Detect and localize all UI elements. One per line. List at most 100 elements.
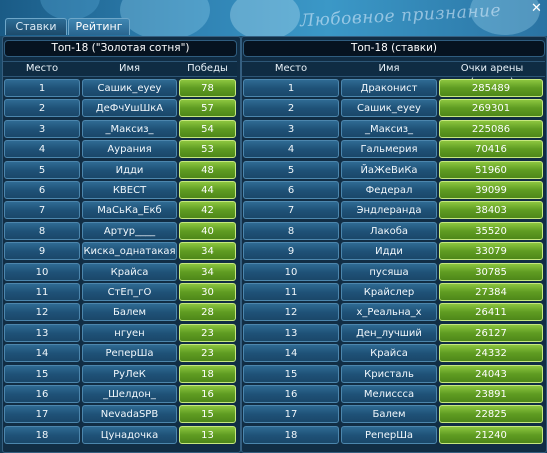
left-row-17-place: 17 (4, 405, 80, 423)
left-row-13-score: 23 (179, 324, 236, 342)
left-row-8-score: 40 (179, 222, 236, 240)
right-row-16-name[interactable]: Мелиссса (341, 385, 437, 403)
left-row-9-score: 34 (179, 242, 236, 260)
right-row-4-place: 4 (243, 140, 339, 158)
right-row-15-score: 24043 (439, 365, 543, 383)
left-row-4-place: 4 (4, 140, 80, 158)
right-row-7-score: 38403 (439, 201, 543, 219)
left-row-11-place: 11 (4, 283, 80, 301)
right-row-17-name[interactable]: Балем (341, 405, 437, 423)
left-row-18-name[interactable]: Цунадочка (82, 426, 177, 444)
left-col-name: Имя (118, 63, 141, 74)
right-row-10-score: 30785 (439, 263, 543, 281)
right-row-18-place: 18 (243, 426, 339, 444)
left-row-18-score: 13 (179, 426, 236, 444)
right-row-10-place: 10 (243, 263, 339, 281)
right-col-arena-points: Очки арены (ставки) (460, 63, 524, 88)
close-icon[interactable]: ✕ (531, 1, 542, 16)
right-row-12-score: 26411 (439, 303, 543, 321)
right-row-11-name[interactable]: Крайслер (341, 283, 437, 301)
left-row-6-name[interactable]: КВЕСТ (82, 181, 177, 199)
right-row-4-score: 70416 (439, 140, 543, 158)
left-row-7-place: 7 (4, 201, 80, 219)
left-row-5-score: 48 (179, 161, 236, 179)
left-row-8-place: 8 (4, 222, 80, 240)
left-row-16-name[interactable]: _Шелдон_ (82, 385, 177, 403)
right-row-1-score: 285489 (439, 79, 543, 97)
right-row-9-place: 9 (243, 242, 339, 260)
left-table-title: Топ-18 ("Золотая сотня") (4, 40, 237, 57)
right-row-3-score: 225086 (439, 120, 543, 138)
right-row-11-score: 27384 (439, 283, 543, 301)
left-row-5-name[interactable]: Идди (82, 161, 177, 179)
right-row-9-name[interactable]: Идди (341, 242, 437, 260)
right-row-5-name[interactable]: ЙаЖеВиКа (341, 161, 437, 179)
left-row-11-name[interactable]: СтЕп_гО (82, 283, 177, 301)
right-row-13-name[interactable]: Ден_лучший (341, 324, 437, 342)
left-row-14-name[interactable]: РеперШа (82, 344, 177, 362)
left-row-14-place: 14 (4, 344, 80, 362)
right-row-7-name[interactable]: Эндлеранда (341, 201, 437, 219)
left-row-7-name[interactable]: МаСьКа_Екб (82, 201, 177, 219)
left-row-4-name[interactable]: Аурания (82, 140, 177, 158)
left-row-3-place: 3 (4, 120, 80, 138)
right-row-8-place: 8 (243, 222, 339, 240)
left-row-1-score: 78 (179, 79, 236, 97)
right-row-18-name[interactable]: РеперШа (341, 426, 437, 444)
left-row-12-name[interactable]: Балем (82, 303, 177, 321)
right-row-8-name[interactable]: Лакоба (341, 222, 437, 240)
left-row-12-place: 12 (4, 303, 80, 321)
right-row-2-name[interactable]: Сашик_eyey (341, 99, 437, 117)
right-table-title: Топ-18 (ставки) (243, 40, 545, 57)
right-row-14-place: 14 (243, 344, 339, 362)
right-row-14-score: 24332 (439, 344, 543, 362)
left-row-10-place: 10 (4, 263, 80, 281)
right-row-10-name[interactable]: пусяша (341, 263, 437, 281)
left-column-header-bar (3, 61, 237, 77)
right-row-17-score: 22825 (439, 405, 543, 423)
right-row-15-place: 15 (243, 365, 339, 383)
left-col-wins: Победы (187, 63, 228, 74)
left-row-1-name[interactable]: Сашик_eyey (82, 79, 177, 97)
left-row-3-score: 54 (179, 120, 236, 138)
right-row-3-name[interactable]: _Максиз_ (341, 120, 437, 138)
right-row-12-place: 12 (243, 303, 339, 321)
left-row-10-name[interactable]: Крайса (82, 263, 177, 281)
right-row-2-place: 2 (243, 99, 339, 117)
right-row-13-place: 13 (243, 324, 339, 342)
right-row-12-name[interactable]: x_Реальна_x (341, 303, 437, 321)
left-row-13-name[interactable]: нгуен (82, 324, 177, 342)
right-row-8-score: 35520 (439, 222, 543, 240)
right-row-15-name[interactable]: Кристаль (341, 365, 437, 383)
left-row-9-name[interactable]: Киска_однатакая (82, 242, 177, 260)
right-row-3-place: 3 (243, 120, 339, 138)
right-row-16-score: 23891 (439, 385, 543, 403)
left-row-15-name[interactable]: РуЛеК (82, 365, 177, 383)
right-row-1-place: 1 (243, 79, 339, 97)
left-row-18-place: 18 (4, 426, 80, 444)
right-row-2-score: 269301 (439, 99, 543, 117)
right-column-header-bar (242, 61, 545, 77)
left-row-2-score: 57 (179, 99, 236, 117)
left-row-16-score: 16 (179, 385, 236, 403)
right-row-6-name[interactable]: Федерал (341, 181, 437, 199)
left-row-11-score: 30 (179, 283, 236, 301)
left-row-3-name[interactable]: _Максиз_ (82, 120, 177, 138)
left-row-8-name[interactable]: Артур____ (82, 222, 177, 240)
left-row-13-place: 13 (4, 324, 80, 342)
left-row-2-name[interactable]: ДеФчУшШкА (82, 99, 177, 117)
right-row-4-name[interactable]: Гальмерия (341, 140, 437, 158)
right-row-17-place: 17 (243, 405, 339, 423)
right-row-14-name[interactable]: Крайса (341, 344, 437, 362)
left-row-17-name[interactable]: NevadaSPB (82, 405, 177, 423)
right-row-18-score: 21240 (439, 426, 543, 444)
left-row-1-place: 1 (4, 79, 80, 97)
event-banner: Любовное признание (0, 0, 547, 36)
tab-rating[interactable]: Рейтинг (68, 18, 130, 35)
tab-bets[interactable]: Ставки (5, 18, 67, 35)
banner-title: Любовное признание (299, 0, 502, 32)
right-row-7-place: 7 (243, 201, 339, 219)
left-row-4-score: 53 (179, 140, 236, 158)
right-row-1-name[interactable]: Драконист (341, 79, 437, 97)
left-col-place: Место (25, 63, 59, 74)
